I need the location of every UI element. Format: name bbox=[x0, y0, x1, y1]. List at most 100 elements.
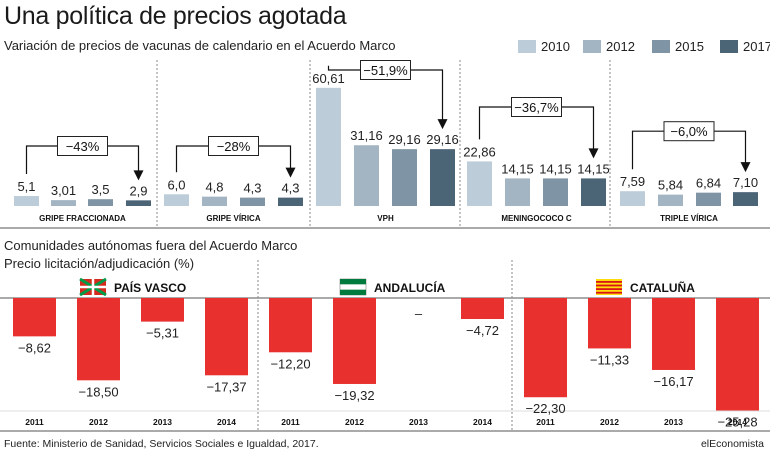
region-label-andalucia: ANDALUCÍA bbox=[374, 280, 446, 295]
section2-title: Comunidades autónomas fuera del Acuerdo … bbox=[4, 238, 298, 253]
value-label-triple-virica-2015: 6,84 bbox=[696, 176, 721, 191]
change-label-triple-virica: −6,0% bbox=[670, 124, 708, 139]
change-label-gripe-virica: −28% bbox=[217, 139, 251, 154]
brand-label: elEconomista bbox=[700, 438, 764, 450]
value-label-pais-vasco-2012: −18,50 bbox=[78, 384, 118, 399]
value-label-andalucia-2014: −4,72 bbox=[466, 323, 499, 338]
bar-triple-virica-2017 bbox=[733, 192, 758, 206]
catalonia-flag bbox=[596, 279, 622, 295]
year-label-cataluna-2013: 2013 bbox=[664, 417, 683, 427]
legend-item-2012: 2012 bbox=[583, 38, 635, 54]
value-label-gripe-fraccionada-2010: 5,1 bbox=[17, 179, 35, 194]
legend-swatch-2010 bbox=[518, 39, 536, 53]
arrow-head-gripe-virica bbox=[285, 167, 296, 178]
value-label-vph-2017: 29,16 bbox=[426, 132, 459, 147]
value-label-gripe-virica-2017: 4,3 bbox=[281, 181, 299, 196]
value-label-andalucia-2011: −12,20 bbox=[270, 356, 310, 371]
bar-pais-vasco-2012 bbox=[77, 298, 120, 381]
region-label-cataluna: CATALUÑA bbox=[630, 280, 695, 295]
value-label-meningococo-c-2012: 14,15 bbox=[501, 161, 534, 176]
bar-vph-2010 bbox=[316, 87, 341, 206]
catalonia-flag-part bbox=[596, 284, 622, 287]
group-label-gripe-virica: GRIPE VÍRICA bbox=[206, 214, 260, 223]
bar-gripe-fraccionada-2017 bbox=[126, 200, 151, 206]
group-label-vph: VPH bbox=[377, 214, 394, 223]
year-label-pais-vasco-2011: 2011 bbox=[25, 417, 44, 427]
bar-gripe-virica-2015 bbox=[240, 197, 265, 206]
change-box-gripe-virica bbox=[208, 136, 259, 156]
value-label-meningococo-c-2015: 14,15 bbox=[539, 161, 572, 176]
group-label-meningococo-c: MENINGOCOCO C bbox=[501, 214, 571, 223]
bar-andalucia-2014 bbox=[461, 298, 504, 320]
value-label-pais-vasco-2014: −17,37 bbox=[206, 379, 246, 394]
value-label-pais-vasco-2013: −5,31 bbox=[146, 326, 179, 341]
change-box-gripe-fraccionada bbox=[57, 136, 108, 156]
chart-subtitle: Variación de precios de vacunas de calen… bbox=[4, 38, 396, 53]
year-label-andalucia-2012: 2012 bbox=[345, 417, 364, 427]
bar-cataluna-2011 bbox=[524, 298, 567, 398]
year-label-pais-vasco-2014: 2014 bbox=[217, 417, 236, 427]
bar-meningococo-c-2015 bbox=[543, 178, 568, 206]
value-label-cataluna-2011: −22,30 bbox=[525, 401, 565, 416]
bar-meningococo-c-2012 bbox=[505, 178, 530, 206]
bar-cataluna-2014 bbox=[716, 298, 759, 411]
year-label-andalucia-2011: 2011 bbox=[281, 417, 300, 427]
arrow-head-triple-virica bbox=[740, 162, 751, 173]
andalusia-flag-part bbox=[340, 289, 366, 295]
value-label-cataluna-2014: −25,28 bbox=[717, 414, 757, 429]
section2-subtitle: Precio licitación/adjudicación (%) bbox=[4, 256, 195, 271]
year-label-cataluna-2012: 2012 bbox=[600, 417, 619, 427]
change-label-gripe-fraccionada: −43% bbox=[66, 139, 100, 154]
year-label-cataluna-2011: 2011 bbox=[536, 417, 555, 427]
change-box-vph bbox=[360, 60, 411, 80]
legend-swatch-2017 bbox=[720, 39, 738, 53]
bar-cataluna-2012 bbox=[588, 298, 631, 349]
value-label-triple-virica-2012: 5,84 bbox=[658, 178, 683, 193]
change-label-vph: −51,9% bbox=[363, 63, 408, 78]
legend-label-2012: 2012 bbox=[606, 38, 635, 54]
bar-gripe-virica-2010 bbox=[164, 194, 189, 206]
bar-triple-virica-2012 bbox=[658, 194, 683, 206]
change-label-meningococo-c: −36,7% bbox=[514, 100, 559, 115]
catalonia-flag-part bbox=[596, 291, 622, 294]
legend-label-2017: 2017 bbox=[743, 38, 770, 54]
bar-pais-vasco-2013 bbox=[141, 298, 184, 322]
change-box-triple-virica bbox=[663, 121, 715, 142]
legend-item-2017: 2017 bbox=[720, 38, 770, 54]
legend-item-2015: 2015 bbox=[652, 38, 704, 54]
year-label-andalucia-2014: 2014 bbox=[473, 417, 492, 427]
bar-gripe-fraccionada-2010 bbox=[14, 196, 39, 206]
andalusia-flag bbox=[339, 278, 367, 296]
value-label-vph-2015: 29,16 bbox=[388, 132, 421, 147]
catalonia-flag-part bbox=[596, 288, 622, 290]
value-label-gripe-virica-2012: 4,8 bbox=[205, 180, 223, 195]
value-label-vph-2012: 31,16 bbox=[350, 128, 383, 143]
chart-title: Una política de precios agotada bbox=[4, 2, 347, 30]
bar-meningococo-c-2017 bbox=[581, 178, 606, 206]
value-label-gripe-virica-2015: 4,3 bbox=[243, 181, 261, 196]
legend-item-2010: 2010 bbox=[518, 38, 570, 54]
value-label-gripe-fraccionada-2015: 3,5 bbox=[91, 182, 109, 197]
bar-vph-2012 bbox=[354, 145, 379, 206]
legend-swatch-2012 bbox=[583, 39, 601, 53]
bar-vph-2017 bbox=[430, 149, 455, 206]
bar-gripe-fraccionada-2015 bbox=[88, 199, 113, 206]
value-label-cataluna-2012: −11,33 bbox=[590, 352, 629, 367]
bar-meningococo-c-2010 bbox=[467, 161, 492, 206]
year-label-pais-vasco-2012: 2012 bbox=[89, 417, 108, 427]
source-note: Fuente: Ministerio de Sanidad, Servicios… bbox=[4, 438, 319, 450]
value-label-gripe-fraccionada-2012: 3,01 bbox=[51, 183, 76, 198]
basque-flag bbox=[79, 277, 107, 297]
value-label-andalucia-2012: −19,32 bbox=[334, 388, 374, 403]
bar-vph-2015 bbox=[392, 149, 417, 206]
value-label-gripe-virica-2010: 6,0 bbox=[167, 177, 185, 192]
bar-triple-virica-2015 bbox=[696, 192, 721, 206]
change-box-meningococo-c bbox=[511, 97, 562, 117]
region-label-pais-vasco: PAÍS VASCO bbox=[114, 280, 186, 295]
bar-triple-virica-2010 bbox=[620, 191, 645, 206]
bar-gripe-fraccionada-2012 bbox=[51, 200, 76, 206]
bar-andalucia-2012 bbox=[333, 298, 376, 384]
value-label-pais-vasco-2011: −8,62 bbox=[18, 340, 51, 355]
arrow-head-gripe-fraccionada bbox=[133, 170, 144, 181]
